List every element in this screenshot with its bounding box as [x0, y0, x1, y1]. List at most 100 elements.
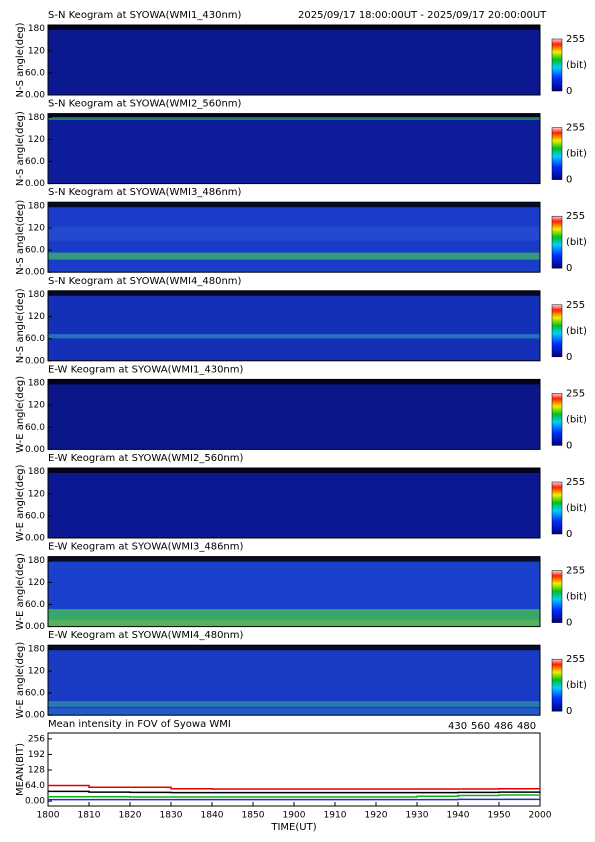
x-tick-label: 1900: [283, 811, 306, 821]
colorbar: [551, 481, 563, 535]
y-tick-label: 180: [28, 113, 45, 123]
colorbar-tick-label: 0: [566, 86, 572, 97]
chart-title: Mean intensity in FOV of Syowa WMI: [48, 719, 231, 730]
legend-entry: 480: [517, 721, 536, 732]
plot-frame: [47, 644, 541, 716]
keogram-band: [48, 708, 540, 716]
colorbar: [551, 570, 563, 623]
colorbar-label: (bit): [566, 60, 587, 71]
y-axis-label: W-E angle(deg): [15, 553, 26, 630]
x-tick-label: 1850: [242, 811, 265, 821]
colorbar-tick-label: 255: [566, 300, 585, 311]
legend-entry: 486: [494, 721, 513, 732]
y-tick-label: 120: [28, 578, 45, 588]
panel-title: S-N Keogram at SYOWA(WMI3_486nm): [48, 187, 242, 198]
colorbar-label: (bit): [566, 680, 587, 691]
colorbar-label: (bit): [566, 237, 587, 248]
plot-frame: [47, 290, 541, 362]
legend-entry: 430: [448, 721, 467, 732]
y-tick-label: 64.0: [25, 781, 45, 791]
x-tick-label: 1830: [160, 811, 183, 821]
keogram-edge: [48, 556, 540, 562]
y-tick-label: 128: [28, 765, 45, 775]
y-tick-label: 60.0: [25, 68, 45, 78]
y-tick-label: 180: [28, 24, 45, 34]
colorbar-tick-label: 255: [566, 654, 585, 665]
keogram-edge: [48, 25, 540, 30]
time-range: 2025/09/17 18:00:00UT - 2025/09/17 20:00…: [298, 10, 547, 21]
colorbar-tick-label: 255: [566, 123, 585, 134]
keogram-edge: [48, 113, 540, 119]
x-tick-label: 1940: [447, 811, 470, 821]
panel-title: S-N Keogram at SYOWA(WMI1_430nm): [48, 10, 242, 21]
y-tick-label: 0.00: [25, 622, 45, 632]
keogram-image: [48, 25, 540, 95]
panel-title: E-W Keogram at SYOWA(WMI1_430nm): [48, 364, 244, 375]
keogram-band: [48, 117, 540, 120]
colorbar-label: (bit): [566, 326, 587, 337]
x-tick-label: 2000: [529, 811, 552, 821]
keogram-edge: [48, 202, 540, 208]
y-tick-label: 0.00: [25, 797, 45, 807]
y-tick-label: 0.00: [25, 445, 45, 455]
y-tick-label: 60.0: [25, 689, 45, 699]
y-tick-label: 0.00: [25, 91, 45, 101]
colorbar-tick-label: 0: [566, 618, 572, 629]
y-tick-label: 120: [28, 135, 45, 145]
series-line: [48, 784, 541, 790]
colorbar: [551, 393, 563, 446]
y-tick-label: 180: [28, 644, 45, 654]
y-tick-label: 60.0: [25, 423, 45, 433]
plot-frame: [47, 24, 541, 96]
y-tick-label: 120: [28, 46, 45, 56]
colorbar-tick-label: 0: [566, 706, 572, 717]
x-tick-label: 1930: [406, 811, 429, 821]
keogram-band: [48, 252, 540, 260]
colorbar-label: (bit): [566, 503, 587, 514]
keogram-band: [48, 226, 540, 241]
colorbar-tick-label: 255: [566, 388, 585, 399]
plot-frame: [47, 556, 541, 628]
y-tick-label: 120: [28, 666, 45, 676]
panel-title: S-N Keogram at SYOWA(WMI2_560nm): [48, 99, 242, 110]
y-axis-label: N-S angle(deg): [15, 22, 26, 97]
panel-title: E-W Keogram at SYOWA(WMI4_480nm): [48, 630, 244, 641]
keogram-image: [48, 290, 540, 361]
panel-title: E-W Keogram at SYOWA(WMI3_486nm): [48, 542, 244, 553]
keogram-band: [48, 619, 540, 627]
colorbar: [551, 304, 563, 358]
x-tick-label: 1820: [119, 811, 142, 821]
keogram-image: [48, 379, 540, 450]
y-tick-label: 120: [28, 489, 45, 499]
y-axis-label: W-E angle(deg): [15, 642, 26, 719]
keogram-edge: [48, 645, 540, 651]
colorbar-tick-label: 255: [566, 477, 585, 488]
colorbar-tick-label: 0: [566, 529, 572, 540]
colorbar-tick-label: 0: [566, 352, 572, 363]
colorbar: [551, 38, 563, 92]
x-tick-label: 1800: [37, 811, 60, 821]
plot-frame: [47, 467, 541, 539]
x-tick-label: 1920: [365, 811, 388, 821]
colorbar-tick-label: 0: [566, 263, 572, 274]
keogram-band: [48, 334, 540, 339]
panel-title: E-W Keogram at SYOWA(WMI2_560nm): [48, 453, 244, 464]
panel-title: S-N Keogram at SYOWA(WMI4_480nm): [48, 276, 242, 287]
y-tick-label: 0.00: [25, 711, 45, 721]
y-tick-label: 60.0: [25, 600, 45, 610]
y-tick-label: 0.00: [25, 356, 45, 366]
y-tick-label: 120: [28, 223, 45, 233]
y-tick-label: 180: [28, 290, 45, 300]
series-line: [48, 790, 541, 794]
plot-frame: [47, 201, 541, 273]
y-axis-label: N-S angle(deg): [15, 288, 26, 363]
y-tick-label: 256: [28, 734, 45, 744]
y-tick-label: 180: [28, 467, 45, 477]
series-line: [48, 794, 541, 798]
y-tick-label: 60.0: [25, 157, 45, 167]
y-axis-label: MEAN(BIT): [15, 743, 26, 796]
y-tick-label: 120: [28, 312, 45, 322]
colorbar-label: (bit): [566, 592, 587, 603]
keogram-image: [48, 468, 540, 538]
